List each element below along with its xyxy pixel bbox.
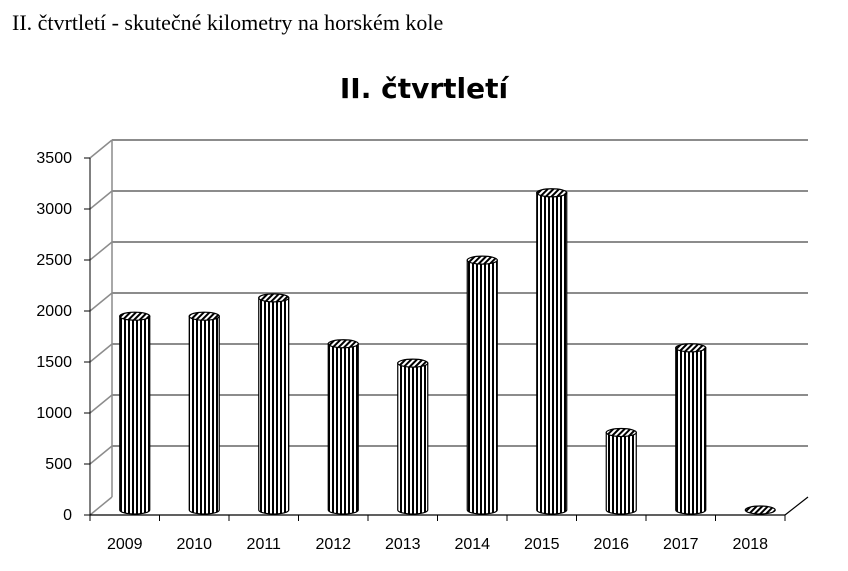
bar-body <box>605 431 637 515</box>
bar-top <box>675 343 707 353</box>
gridline-depth <box>89 343 113 363</box>
bar-body <box>536 192 568 515</box>
y-tick-label: 1500 <box>36 354 72 371</box>
gridline-depth <box>89 496 113 516</box>
x-tick-label: 2010 <box>176 536 212 553</box>
gridline-depth <box>89 394 113 414</box>
y-tick-label: 2500 <box>36 252 72 269</box>
gridline-depth <box>89 190 113 210</box>
x-tick-label: 2014 <box>454 536 490 553</box>
gridline-depth <box>89 445 113 465</box>
bar-top <box>188 311 220 321</box>
gridline-depth <box>89 241 113 261</box>
bar-body <box>675 347 707 515</box>
bar-top <box>119 311 151 321</box>
bar-body <box>119 315 151 515</box>
bar <box>466 255 498 515</box>
tick-labels: 0 500 1000 1500 2000 2500 3000 3500 2009 2010 2011… <box>36 150 768 553</box>
bar-top <box>744 505 776 515</box>
bar <box>119 311 151 515</box>
y-tick-label: 0 <box>63 507 72 524</box>
bar-body <box>466 259 498 515</box>
bar-body <box>397 362 429 515</box>
bars <box>119 188 776 515</box>
bar-body <box>258 297 290 515</box>
bar <box>675 343 707 515</box>
bar-body <box>188 315 220 515</box>
page-heading: II. čtvrtletí - skutečné kilometry na ho… <box>12 10 444 35</box>
chart-title: II. čtvrtletí <box>340 72 510 105</box>
x-tick-label: 2015 <box>524 536 560 553</box>
x-tick-label: 2018 <box>732 536 768 553</box>
bar-top <box>536 188 568 198</box>
axes <box>84 157 809 521</box>
y-tick-label: 3500 <box>36 150 72 167</box>
bar-top <box>258 293 290 303</box>
bar <box>536 188 568 515</box>
bar-top <box>466 255 498 265</box>
x-tick-label: 2012 <box>315 536 351 553</box>
bar <box>397 358 429 515</box>
bar-top <box>605 427 637 438</box>
x-tick-label: 2016 <box>593 536 629 553</box>
bar <box>258 293 290 515</box>
bar <box>188 311 220 515</box>
y-tick-label: 2000 <box>36 303 72 320</box>
x-tick-label: 2009 <box>107 536 143 553</box>
floor-edge <box>784 496 809 516</box>
x-tick-label: 2017 <box>663 536 699 553</box>
bar-top <box>327 339 359 349</box>
x-tick-label: 2011 <box>247 536 282 553</box>
bar-body <box>327 343 359 515</box>
gridline-depth <box>89 139 113 159</box>
bar-top <box>397 358 429 368</box>
gridlines <box>89 139 808 516</box>
x-tick-label: 2013 <box>385 536 421 553</box>
bar <box>327 339 359 515</box>
y-tick-label: 500 <box>45 456 72 473</box>
gridline-depth <box>89 292 113 312</box>
y-tick-label: 1000 <box>36 405 72 422</box>
bar <box>605 427 637 515</box>
bar <box>744 505 776 515</box>
y-tick-label: 3000 <box>36 201 72 218</box>
